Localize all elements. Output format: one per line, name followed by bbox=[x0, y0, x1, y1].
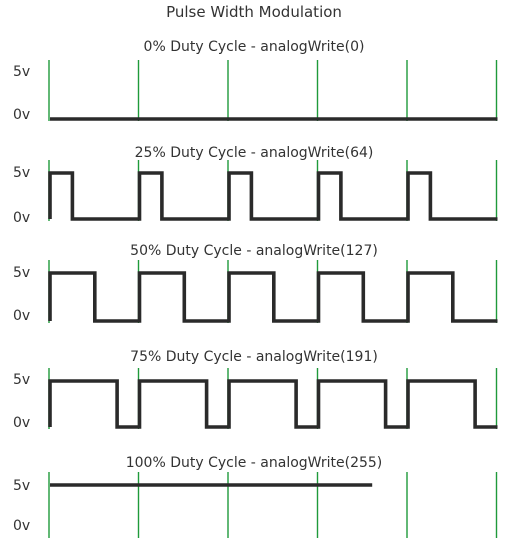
ylabel-high-50: 5v bbox=[13, 265, 31, 281]
panel-title-75: 75% Duty Cycle - analogWrite(191) bbox=[130, 349, 378, 365]
panel-title-100: 100% Duty Cycle - analogWrite(255) bbox=[125, 455, 383, 471]
ylabel-low-0: 0v bbox=[13, 107, 31, 123]
panel-title-50: 50% Duty Cycle - analogWrite(127) bbox=[130, 243, 378, 259]
figure-title: Pulse Width Modulation bbox=[166, 3, 342, 21]
ylabel-high-25: 5v bbox=[13, 165, 31, 181]
panel-title-0: 0% Duty Cycle - analogWrite(0) bbox=[143, 39, 365, 55]
waveform-25-percent bbox=[48, 171, 498, 221]
ylabel-high-0: 5v bbox=[13, 64, 31, 80]
ylabel-high-100: 5v bbox=[13, 478, 31, 494]
waveform-75-percent bbox=[48, 379, 498, 429]
waveform-50-percent bbox=[48, 271, 498, 323]
panel-title-25: 25% Duty Cycle - analogWrite(64) bbox=[134, 145, 374, 161]
ylabel-low-25: 0v bbox=[13, 210, 31, 226]
ylabel-low-75: 0v bbox=[13, 415, 31, 431]
ylabel-low-100: 0v bbox=[13, 518, 31, 534]
ylabel-low-50: 0v bbox=[13, 308, 31, 324]
ylabel-high-75: 5v bbox=[13, 372, 31, 388]
